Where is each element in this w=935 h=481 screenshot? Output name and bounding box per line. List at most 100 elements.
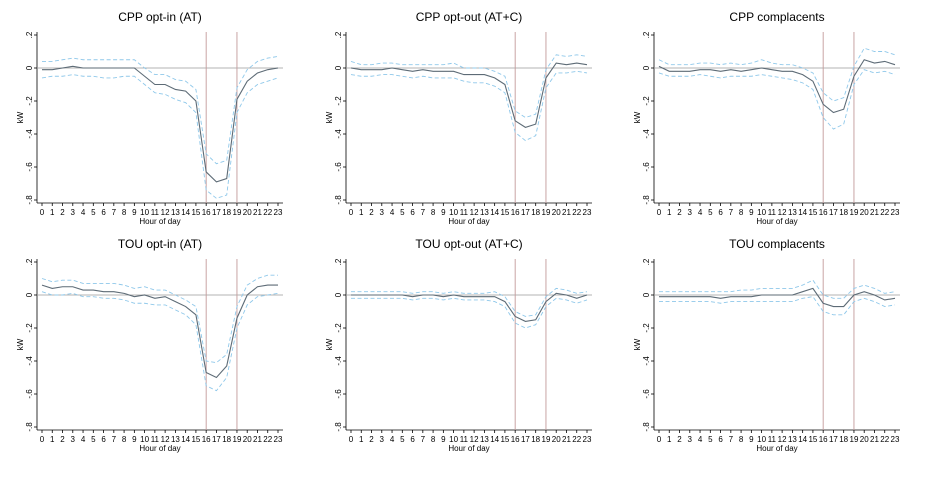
panel-4-x-tick-label: 14 xyxy=(181,435,190,444)
panel-3-x-tick-label: 3 xyxy=(688,208,693,217)
panel-4-ci-lower-line xyxy=(41,291,279,392)
panel-6-x-tick-label: 23 xyxy=(891,435,900,444)
panel-1-x-tick-label: 10 xyxy=(140,208,149,217)
panel-5-x-tick-label: 2 xyxy=(369,435,374,444)
panel-3-x-tick-label: 10 xyxy=(757,208,766,217)
panel-1-y-tick-label: .2 xyxy=(25,31,34,38)
panel-5-y-tick-label: -.6 xyxy=(334,389,343,399)
panel-4-x-tick-label: 16 xyxy=(202,435,211,444)
panel-2-x-tick-label: 2 xyxy=(369,208,374,217)
panel-4-x-tick-label: 5 xyxy=(91,435,96,444)
panel-4-x-tick-label: 4 xyxy=(81,435,86,444)
panel-6-y-axis-title: kW xyxy=(633,338,642,350)
panel-2-x-tick-label: 17 xyxy=(521,208,530,217)
panel-3-x-tick-label: 7 xyxy=(729,208,734,217)
panel-2-x-tick-label: 13 xyxy=(480,208,489,217)
panel-6-x-tick-label: 16 xyxy=(819,435,828,444)
panel-1-y-tick-label: -.4 xyxy=(25,129,34,139)
panel-2-x-tick-label: 18 xyxy=(531,208,540,217)
panel-2-x-axis-title: Hour of day xyxy=(448,217,489,226)
panel-3-x-tick-label: 17 xyxy=(829,208,838,217)
panel-2-x-tick-label: 22 xyxy=(572,208,581,217)
panel-1-y-tick-label: -.2 xyxy=(25,96,34,106)
panel-5-x-tick-label: 3 xyxy=(380,435,385,444)
panel-3-estimate-line xyxy=(658,59,896,114)
panel-5-x-tick-label: 10 xyxy=(449,435,458,444)
panel-5-y-axis-title: kW xyxy=(325,338,334,350)
panel-4-y-axis-title: kW xyxy=(16,338,25,350)
panel-4-estimate-line xyxy=(41,284,278,379)
panel-6-y-tick-label: -.2 xyxy=(642,323,651,333)
panel-6-y-tick-label: .2 xyxy=(642,258,651,265)
panel-5-x-tick-label: 21 xyxy=(562,435,571,444)
panel-3-y-tick-label: 0 xyxy=(642,65,651,70)
panel-1-x-tick-label: 15 xyxy=(191,208,200,217)
panel-1-x-tick-label: 5 xyxy=(91,208,96,217)
panel-6-x-tick-label: 10 xyxy=(757,435,766,444)
panel-5-y-tick-label: 0 xyxy=(334,292,343,297)
panel-2-ci-lower-line xyxy=(350,70,588,142)
panel-6-x-tick-label: 18 xyxy=(839,435,848,444)
panel-5-y-tick-label: -.4 xyxy=(334,356,343,366)
panel-6-x-tick-label: 1 xyxy=(667,435,672,444)
panel-5-x-axis-title: Hour of day xyxy=(448,444,489,453)
panel-2-x-tick-label: 12 xyxy=(470,208,479,217)
panel-5-y-tick-label: -.8 xyxy=(334,422,343,432)
panel-5-x-tick-label: 13 xyxy=(480,435,489,444)
panel-6-x-tick-label: 13 xyxy=(788,435,797,444)
panel-6-x-tick-label: 5 xyxy=(708,435,713,444)
panel-1-x-axis-title: Hour of day xyxy=(139,217,180,226)
panel-6-x-tick-label: 14 xyxy=(798,435,807,444)
panel-5-x-tick-label: 1 xyxy=(359,435,364,444)
panel-1-x-tick-label: 9 xyxy=(132,208,137,217)
panel-6-x-axis-title: Hour of day xyxy=(756,444,797,453)
panel-4-x-tick-label: 15 xyxy=(191,435,200,444)
panel-5-x-tick-label: 16 xyxy=(511,435,520,444)
panel-5-x-tick-label: 4 xyxy=(390,435,395,444)
panel-3-x-tick-label: 5 xyxy=(708,208,713,217)
panel-2-x-tick-label: 21 xyxy=(562,208,571,217)
panel-5-x-tick-label: 7 xyxy=(421,435,426,444)
panel-3-x-tick-label: 6 xyxy=(718,208,723,217)
panel-6-x-tick-label: 7 xyxy=(729,435,734,444)
panel-5-x-tick-label: 8 xyxy=(431,435,436,444)
panel-6-x-tick-label: 9 xyxy=(749,435,754,444)
panel-5-x-tick-label: 14 xyxy=(490,435,499,444)
panel-3-x-tick-label: 9 xyxy=(749,208,754,217)
panel-1-x-tick-label: 21 xyxy=(253,208,262,217)
panel-1-x-tick-label: 0 xyxy=(40,208,45,217)
panel-3-title: CPP complacents xyxy=(729,10,824,24)
panel-5-y-tick-label: -.2 xyxy=(334,323,343,333)
panel-1-x-tick-label: 18 xyxy=(222,208,231,217)
panel-1-x-tick-label: 17 xyxy=(212,208,221,217)
panel-3-y-tick-label: .2 xyxy=(642,31,651,38)
panel-1-x-tick-label: 12 xyxy=(161,208,170,217)
panel-1-x-tick-label: 19 xyxy=(233,208,242,217)
panel-4-y-tick-label: -.8 xyxy=(25,422,34,432)
panel-2-x-tick-label: 16 xyxy=(511,208,520,217)
panel-3-x-tick-label: 8 xyxy=(739,208,744,217)
panel-2-x-tick-label: 0 xyxy=(349,208,354,217)
panel-4-x-tick-label: 12 xyxy=(161,435,170,444)
panel-5-ci-lower-line xyxy=(351,297,588,329)
panel-1-y-tick-label: 0 xyxy=(25,65,34,70)
panel-6-x-tick-label: 22 xyxy=(880,435,889,444)
panel-2-title: CPP opt-out (AT+C) xyxy=(416,10,523,24)
panel-6-x-tick-label: 20 xyxy=(860,435,869,444)
panel-2-y-tick-label: -.4 xyxy=(334,129,343,139)
panel-5-x-tick-label: 23 xyxy=(583,435,592,444)
panel-1-x-tick-label: 6 xyxy=(101,208,106,217)
panel-4-x-tick-label: 11 xyxy=(151,435,160,444)
panel-6-y-tick-label: -.8 xyxy=(642,422,651,432)
panel-3-x-tick-label: 20 xyxy=(860,208,869,217)
panel-5-title: TOU opt-out (AT+C) xyxy=(415,237,522,251)
panel-2-y-tick-label: -.6 xyxy=(334,162,343,172)
panel-5-ci-upper-line xyxy=(351,287,588,317)
panel-4-x-tick-label: 20 xyxy=(243,435,252,444)
panel-4-x-tick-label: 10 xyxy=(140,435,149,444)
panel-2-estimate-line xyxy=(350,62,588,129)
panel-1-y-axis-title: kW xyxy=(16,111,25,123)
panel-1-x-tick-label: 13 xyxy=(171,208,180,217)
panel-1-x-tick-label: 16 xyxy=(202,208,211,217)
